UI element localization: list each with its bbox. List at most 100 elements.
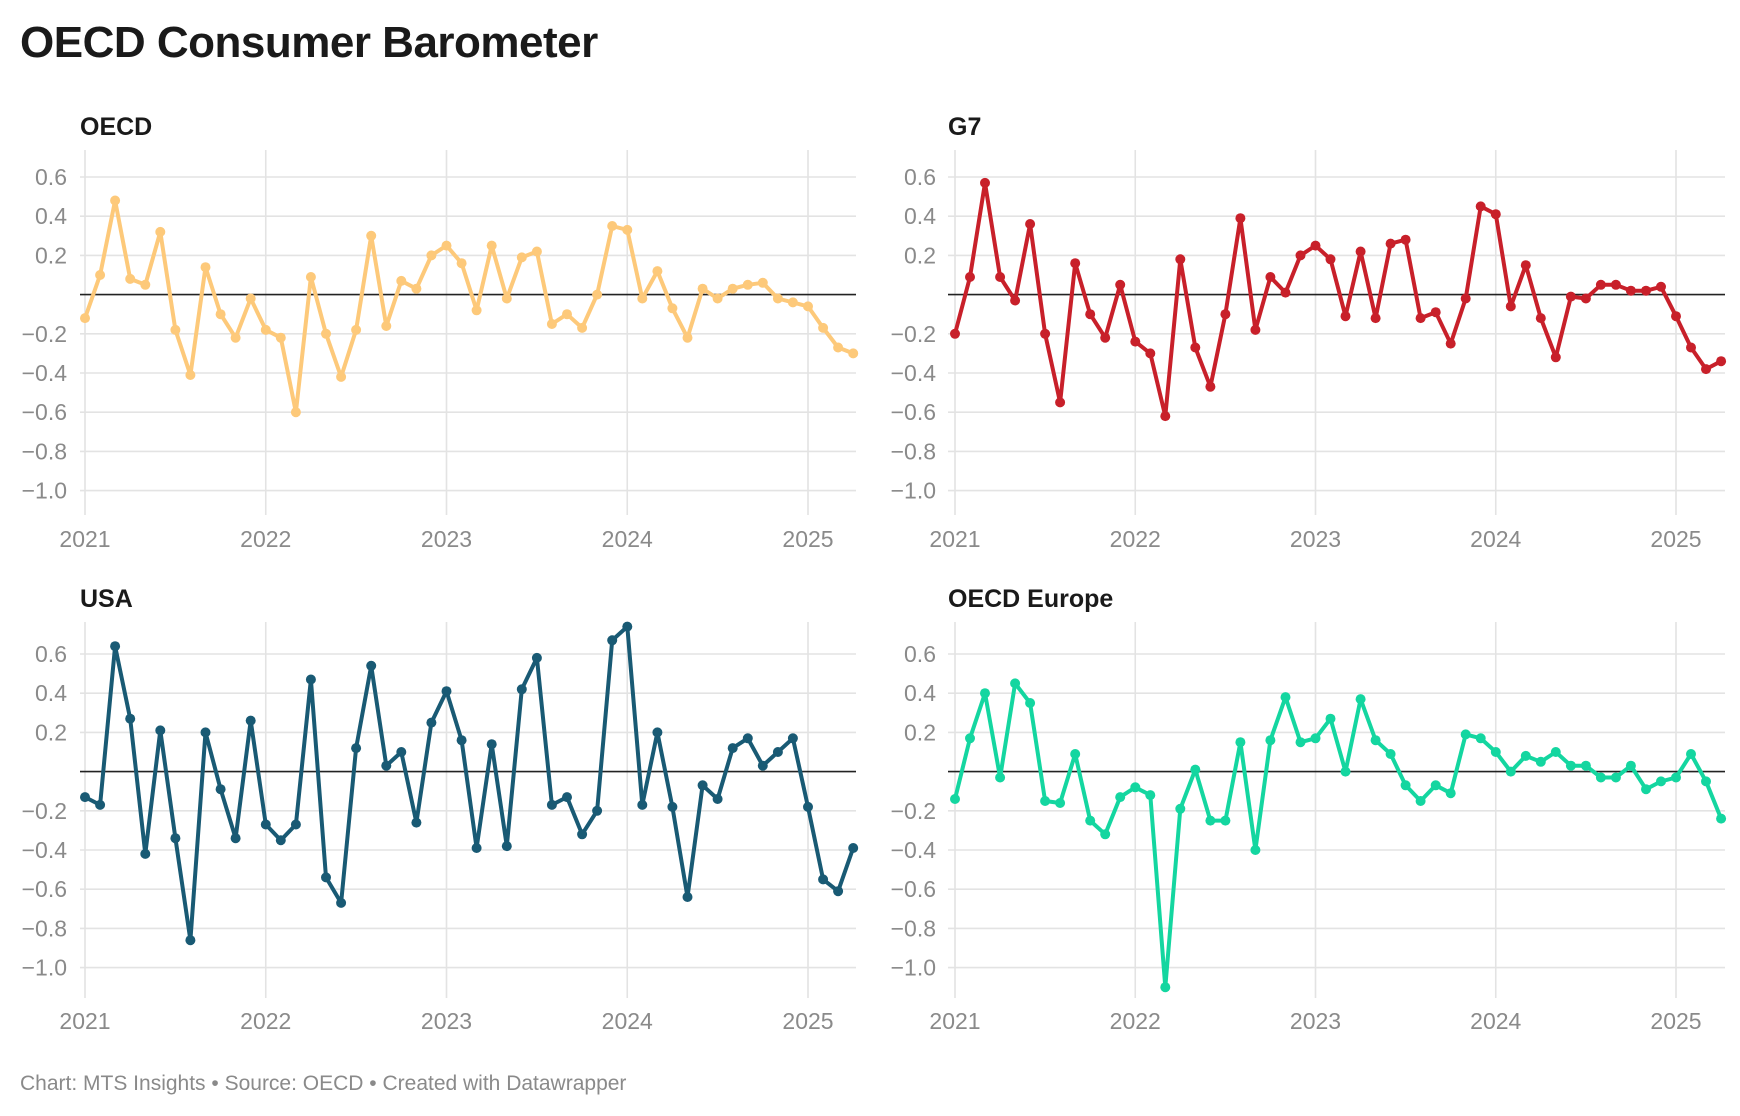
data-point xyxy=(1040,328,1051,339)
data-point xyxy=(1310,240,1321,251)
data-point xyxy=(426,717,437,728)
data-point xyxy=(275,332,286,343)
x-tick-label: 2021 xyxy=(929,1008,980,1034)
data-point xyxy=(1145,790,1156,801)
data-point xyxy=(170,324,181,335)
data-point xyxy=(1010,295,1021,306)
data-point xyxy=(411,817,422,828)
data-point xyxy=(1595,772,1606,783)
data-point xyxy=(321,328,331,339)
data-point xyxy=(562,309,572,320)
data-point xyxy=(1595,279,1606,290)
data-point xyxy=(516,684,527,695)
panel-1: OECD 2021 2022 2023 2024 2025 0.6 0.4 0.2 −0.2 −0.… xyxy=(22,113,859,552)
data-point xyxy=(1055,397,1066,408)
data-point xyxy=(1550,747,1561,757)
data-point xyxy=(1085,309,1096,320)
data-point xyxy=(336,371,347,382)
x-tick-label: 2025 xyxy=(1650,526,1701,552)
data-point xyxy=(1460,729,1471,740)
data-point xyxy=(1250,324,1261,335)
data-point xyxy=(667,801,678,812)
data-point xyxy=(1160,982,1171,993)
data-point xyxy=(426,250,437,261)
data-point xyxy=(471,305,482,316)
data-point xyxy=(290,819,301,830)
x-tick-label: 2023 xyxy=(421,1008,472,1034)
data-point xyxy=(1550,352,1561,363)
data-point xyxy=(486,240,497,251)
data-point xyxy=(245,715,256,726)
y-tick-label: 0.6 xyxy=(35,164,67,190)
y-tick-label: −0.6 xyxy=(22,399,67,425)
data-point xyxy=(80,313,90,324)
data-point xyxy=(577,829,588,840)
data-point xyxy=(1100,332,1111,343)
series-line xyxy=(953,681,1724,990)
x-tick-label: 2023 xyxy=(1290,526,1341,552)
y-tick-label: −0.8 xyxy=(22,915,67,941)
series-line xyxy=(83,198,856,415)
data-point xyxy=(155,725,166,736)
data-point xyxy=(230,833,241,844)
data-point xyxy=(1370,313,1381,324)
data-point xyxy=(1610,772,1621,783)
data-point xyxy=(1355,694,1366,705)
data-point xyxy=(712,293,723,304)
data-point xyxy=(1641,784,1651,795)
data-point xyxy=(125,273,136,284)
data-point xyxy=(396,747,407,757)
data-point xyxy=(110,195,121,206)
data-point xyxy=(772,293,783,304)
data-point xyxy=(1010,678,1021,689)
data-point xyxy=(1610,279,1621,290)
data-point xyxy=(1175,254,1186,265)
data-point xyxy=(1085,815,1096,826)
data-point xyxy=(336,897,347,908)
data-point xyxy=(411,283,422,294)
data-point xyxy=(652,727,663,738)
data-point xyxy=(1190,764,1201,775)
x-tick-label: 2025 xyxy=(1650,1008,1701,1034)
data-point xyxy=(965,272,975,282)
x-tick-label: 2023 xyxy=(421,526,472,552)
data-point xyxy=(1190,342,1201,353)
data-point xyxy=(1100,829,1111,840)
x-tick-label: 2024 xyxy=(602,526,653,552)
data-point xyxy=(501,293,512,304)
data-point xyxy=(1265,735,1276,746)
data-point xyxy=(1070,749,1081,759)
panel-title: OECD Europe xyxy=(948,585,1113,613)
y-tick-label: −0.2 xyxy=(22,321,67,347)
y-tick-label: 0.6 xyxy=(35,641,67,667)
data-point xyxy=(1686,749,1696,759)
data-point xyxy=(95,270,106,280)
data-point xyxy=(980,688,990,699)
data-point xyxy=(1340,311,1351,322)
data-point xyxy=(185,370,196,380)
y-tick-label: −0.4 xyxy=(22,360,68,386)
data-point xyxy=(1430,307,1441,318)
data-point xyxy=(1490,209,1501,220)
data-point xyxy=(215,309,226,320)
panel-title: OECD xyxy=(80,113,152,141)
data-point xyxy=(230,332,241,343)
data-point xyxy=(366,230,377,241)
y-tick-label: 0.4 xyxy=(35,203,67,229)
series-line xyxy=(953,180,1724,419)
data-point xyxy=(1250,845,1261,855)
data-point xyxy=(441,686,452,697)
y-tick-label: −1.0 xyxy=(22,955,67,981)
y-tick-label: −0.4 xyxy=(891,837,937,863)
data-point xyxy=(381,760,392,771)
x-tick-label: 2021 xyxy=(59,526,110,552)
data-point xyxy=(1130,336,1141,347)
data-point xyxy=(637,293,648,304)
y-tick-label: −1.0 xyxy=(22,478,67,504)
y-tick-label: −0.6 xyxy=(22,876,67,902)
data-point xyxy=(1175,803,1186,814)
data-point xyxy=(562,792,572,803)
y-tick-label: 0.4 xyxy=(35,680,67,706)
chart-footer: Chart: MTS Insights • Source: OECD • Cre… xyxy=(20,1072,627,1095)
series-line xyxy=(83,624,856,943)
